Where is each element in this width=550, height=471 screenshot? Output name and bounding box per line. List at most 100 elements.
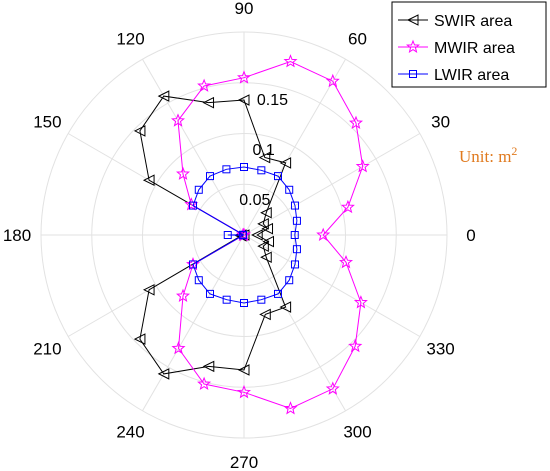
series-0-point-23 (262, 235, 275, 248)
angle-label-5: 150 (33, 113, 61, 132)
series-0-point-2 (257, 218, 269, 230)
angle-label-10: 300 (343, 423, 371, 442)
series-0-point-14 (142, 284, 155, 296)
series-0-point-20 (279, 301, 292, 313)
series-1-point-6 (237, 70, 251, 84)
series-2-point-23 (292, 245, 301, 254)
angle-label-6: 180 (3, 226, 31, 245)
series-0-point-17 (202, 360, 215, 373)
series-2-point-8 (205, 172, 214, 181)
series-1-point-21 (348, 338, 363, 353)
angle-label-2: 60 (348, 29, 367, 48)
series-2-point-14 (189, 260, 198, 269)
series-2-point-21 (285, 276, 294, 285)
series-0-point-16 (157, 368, 170, 380)
series-2-point-0 (290, 231, 299, 239)
angle-label-11: 330 (426, 340, 454, 359)
series-2-point-4 (274, 172, 283, 181)
angle-label-0: 0 (466, 226, 475, 245)
series-2-point-10 (189, 201, 198, 210)
series-1-point-16 (171, 341, 186, 355)
series-2-point-6 (240, 162, 248, 171)
grid-spoke-240 (142, 234, 245, 412)
grid-spoke-60 (243, 58, 346, 236)
series-2-point-2 (290, 201, 299, 210)
series-1-point-7 (197, 78, 212, 92)
series-1-point-9 (176, 166, 190, 180)
series-0-point-22 (257, 240, 269, 252)
angle-labels: 0 30 60 90 120 150 180 210 240 270 300 330 (3, 0, 476, 471)
series-1-point-14 (186, 257, 200, 271)
series-1-point-10 (184, 197, 199, 211)
radial-tick-label-0: 0.05 (239, 192, 270, 209)
legend-entry-0: SWIR area (398, 13, 512, 30)
radial-tick-label-1: 0.1 (253, 142, 275, 159)
grid-spoke-300 (243, 234, 346, 412)
legend-label-2: LWIR area (434, 67, 509, 84)
grid-spoke-330 (243, 234, 421, 337)
angle-label-9: 270 (230, 453, 258, 471)
series-2-point-13 (239, 231, 248, 240)
angle-label-4: 120 (116, 29, 144, 48)
series-0-point-19 (259, 308, 271, 321)
radial-tick-labels: 0.05 0.1 0.15 (239, 92, 288, 209)
legend-entry-1: MWIR area (398, 39, 515, 57)
series-0-point-6 (237, 94, 250, 106)
series-1-point-1 (340, 199, 355, 214)
legend: SWIR area MWIR area LWIR area (391, 1, 547, 88)
series-2-point-3 (285, 185, 294, 194)
series-1-point-18 (237, 384, 251, 399)
series-1-point-3 (349, 115, 364, 130)
series-1-point-15 (176, 288, 190, 303)
series-0-point-3 (260, 206, 272, 219)
series-2-point-20 (274, 289, 283, 298)
series-1-point-22 (353, 295, 368, 309)
legend-marker-1 (406, 39, 420, 54)
series-0-point-5 (258, 151, 271, 164)
series-2-point-1 (292, 216, 301, 225)
series-1-point-19 (283, 401, 298, 415)
series-0-point-8 (157, 90, 170, 102)
series-1 (170, 54, 370, 415)
series-layer (133, 54, 370, 415)
series-2-point-16 (205, 289, 214, 298)
series-line-2 (192, 166, 298, 304)
series-2-point-15 (194, 276, 203, 285)
series-0-point-9 (133, 125, 146, 137)
series-1-point-17 (197, 376, 212, 391)
angle-label-1: 30 (431, 113, 450, 132)
series-1-point-4 (325, 73, 340, 88)
series-1-point-5 (283, 54, 298, 68)
legend-marker-0 (406, 14, 419, 26)
series-2-point-19 (257, 295, 266, 304)
series-1-point-20 (325, 381, 340, 395)
grid-spoke-120 (142, 58, 245, 236)
angle-label-7: 210 (33, 340, 61, 359)
series-2-point-12 (223, 231, 232, 239)
series-0-point-18 (237, 364, 250, 376)
series-0-point-15 (133, 333, 146, 345)
series-2-point-18 (240, 299, 248, 308)
series-1-point-23 (339, 254, 354, 269)
series-0-point-1 (261, 222, 274, 235)
series-0-point-10 (142, 174, 155, 186)
series-1-point-0 (316, 227, 331, 242)
angle-label-8: 240 (116, 423, 144, 442)
series-1-point-8 (170, 113, 185, 127)
series-0-point-7 (202, 96, 215, 109)
series-2-point-5 (257, 166, 266, 175)
series-1-point-2 (355, 159, 370, 173)
grid-spoke-30 (243, 133, 421, 236)
series-0-point-0 (251, 229, 263, 241)
series-2-point-22 (290, 260, 299, 269)
unit-label: Unit: m2 (459, 144, 517, 166)
radial-tick-label-2: 0.15 (257, 92, 288, 109)
angle-label-3: 90 (235, 0, 254, 18)
legend-entry-2: LWIR area (398, 67, 509, 84)
legend-label-0: SWIR area (434, 13, 512, 30)
series-0-point-21 (260, 251, 272, 264)
series-2-point-7 (222, 165, 231, 174)
legend-label-1: MWIR area (434, 40, 515, 57)
legend-marker-2 (409, 70, 417, 78)
